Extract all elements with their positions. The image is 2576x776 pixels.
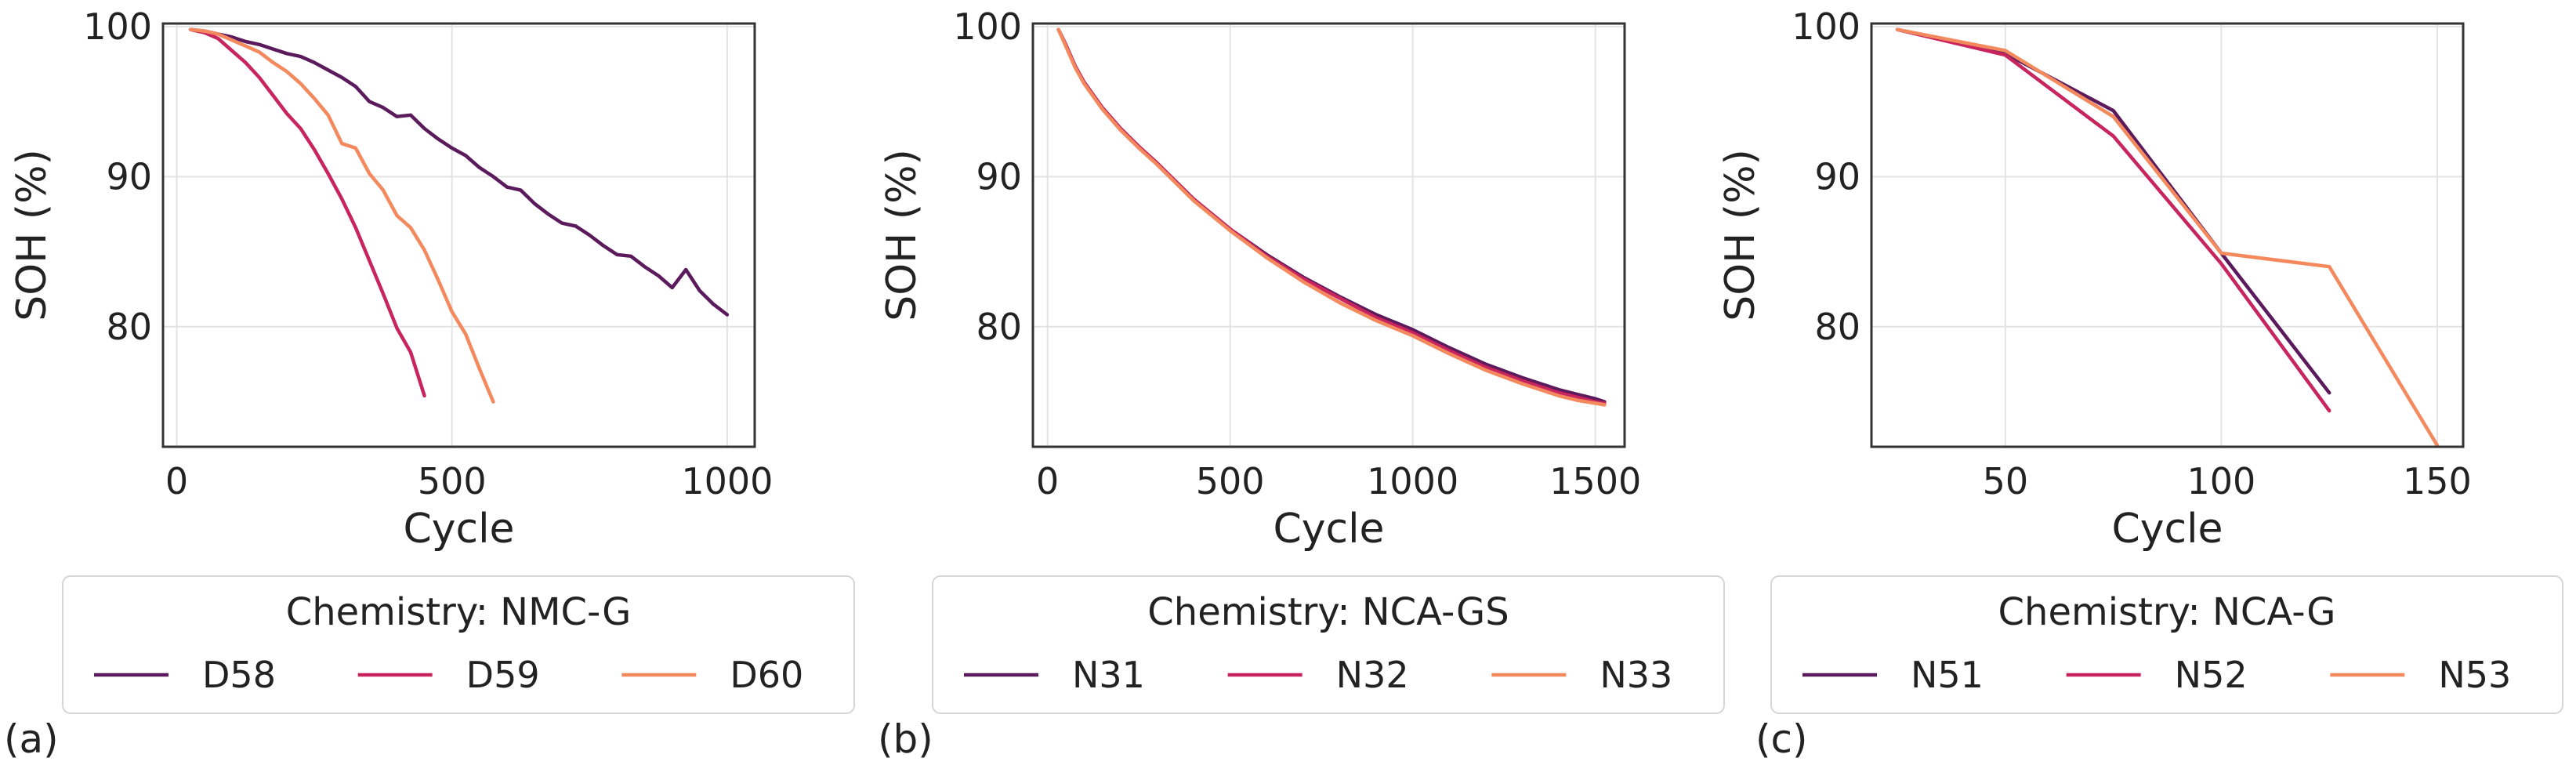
- series-line-D58: [188, 27, 730, 317]
- legend-entry-N33: N33: [1600, 654, 1672, 696]
- y-axis-label: SOH (%): [879, 149, 926, 321]
- y-tick-label: 80: [106, 306, 152, 348]
- plot-frame: [161, 22, 756, 448]
- y-tick-label: 90: [1814, 155, 1860, 198]
- legend-frame: [1770, 575, 2563, 714]
- x-tick-label: 150: [2403, 460, 2472, 502]
- legend-entry-N52: N52: [2175, 654, 2248, 696]
- y-tick-label: 90: [106, 155, 152, 198]
- legend-entry-N51: N51: [1911, 654, 1984, 696]
- x-tick-label: 1500: [1549, 460, 1641, 502]
- x-axis-label: Cycle: [1273, 506, 1384, 553]
- plot-frame: [1870, 22, 2465, 448]
- legend-entry-D58: D58: [202, 654, 276, 696]
- y-tick-label: 80: [976, 306, 1022, 348]
- series-line-N53: [1895, 27, 2440, 448]
- panel-label: (b): [878, 716, 933, 762]
- x-tick-label: 500: [1196, 460, 1265, 502]
- x-tick-label: 100: [2187, 460, 2255, 502]
- legend-frame: [62, 575, 855, 714]
- legend-entry-N53: N53: [2438, 654, 2511, 696]
- series-line-N33: [1056, 27, 1607, 407]
- y-tick-label: 100: [1792, 5, 1860, 48]
- panel-2: 0 500 1000 1500 80 90 100 Cycle SOH (%) Chemistry…: [878, 5, 1725, 762]
- y-tick-label: 90: [976, 155, 1022, 198]
- panel-label: (c): [1755, 716, 1808, 762]
- legend-title: Chemistry: NCA-GS: [1147, 590, 1509, 634]
- legend-entry-D59: D59: [466, 654, 540, 696]
- x-tick-label: 1000: [1367, 460, 1458, 502]
- x-tick-label: 0: [165, 460, 188, 502]
- panel-label: (a): [4, 716, 59, 762]
- x-axis-label: Cycle: [403, 506, 514, 553]
- plot-frame: [1031, 22, 1626, 448]
- x-tick-label: 1000: [681, 460, 773, 502]
- legend-entry-N31: N31: [1072, 654, 1145, 696]
- series-line-D59: [188, 27, 426, 398]
- y-tick-label: 100: [953, 5, 1022, 48]
- legend: Chemistry: NCA-G N51 N52 N53: [1770, 575, 2563, 714]
- legend-title: Chemistry: NCA-G: [1998, 590, 2336, 634]
- legend-entry-D60: D60: [730, 654, 803, 696]
- series-line-D60: [188, 27, 495, 404]
- x-tick-label: 500: [418, 460, 487, 502]
- legend-title: Chemistry: NMC-G: [286, 590, 632, 634]
- x-tick-label: 50: [1983, 460, 2029, 502]
- legend-entry-N32: N32: [1336, 654, 1409, 696]
- y-axis-label: SOH (%): [1717, 149, 1764, 321]
- y-tick-label: 80: [1814, 306, 1860, 348]
- y-axis-label: SOH (%): [9, 149, 56, 321]
- x-axis-label: Cycle: [2111, 506, 2223, 553]
- x-tick-label: 0: [1036, 460, 1059, 502]
- series-line-N52: [1895, 27, 2331, 413]
- y-tick-label: 100: [83, 5, 152, 48]
- legend-frame: [932, 575, 1725, 714]
- panel-1: 0 500 1000 80 90 100 Cycle SOH (%) Chemistry: NM…: [4, 5, 855, 762]
